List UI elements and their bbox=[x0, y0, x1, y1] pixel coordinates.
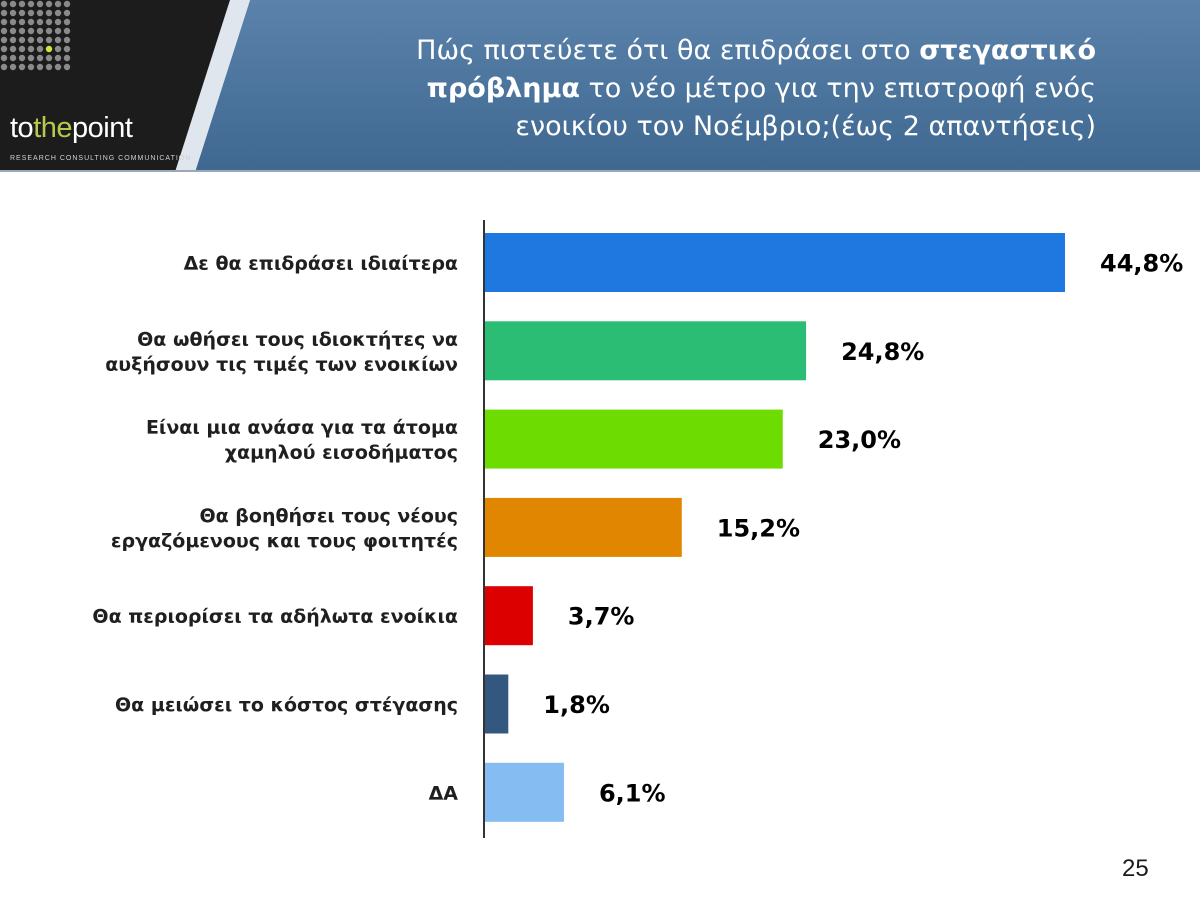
bar-2 bbox=[485, 409, 783, 469]
logo-dot bbox=[45, 54, 53, 62]
value-label-1: 24,8% bbox=[841, 338, 924, 366]
logo-dot bbox=[45, 18, 53, 26]
logo-dot bbox=[54, 36, 62, 44]
logo-dot bbox=[9, 27, 17, 35]
logo-dot bbox=[54, 63, 62, 71]
bar-6 bbox=[485, 762, 564, 822]
logo-dot bbox=[9, 63, 17, 71]
logo-dot bbox=[63, 54, 71, 62]
logo-dot bbox=[27, 63, 35, 71]
category-label-3: Θα βοηθήσει τους νέους εργαζόμενους και τ… bbox=[111, 505, 458, 552]
logo-dot bbox=[0, 36, 8, 44]
category-label-1: Θα ωθήσει τους ιδιοκτήτες να αυξήσουν τις… bbox=[105, 328, 458, 375]
logo-dot bbox=[36, 54, 44, 62]
logo-dot bbox=[63, 0, 71, 8]
logo-dot-grid-icon bbox=[0, 0, 71, 71]
logo-dot bbox=[36, 45, 44, 53]
logo-dot bbox=[54, 9, 62, 17]
logo-dot bbox=[54, 45, 62, 53]
logo-dot bbox=[18, 45, 26, 53]
header-banner: tothepoint RESEARCH CONSULTING COMMUNICA… bbox=[0, 0, 1200, 172]
logo-dot bbox=[63, 36, 71, 44]
logo-dot bbox=[45, 27, 53, 35]
logo-dot bbox=[63, 45, 71, 53]
logo-dot bbox=[45, 63, 53, 71]
page-title: Πώς πιστεύετε ότι θα επιδράσει στο στεγα… bbox=[416, 35, 1096, 142]
logo-dot bbox=[0, 9, 8, 17]
logo-dot bbox=[45, 0, 53, 8]
logo-dot bbox=[54, 18, 62, 26]
logo-dot bbox=[45, 9, 53, 17]
logo-dot bbox=[18, 63, 26, 71]
logo-dot bbox=[27, 45, 35, 53]
category-label-5: Θα μειώσει το κόστος στέγασης bbox=[115, 694, 458, 716]
logo-dot bbox=[18, 9, 26, 17]
value-label-4: 3,7% bbox=[568, 603, 635, 631]
logo-accent-dot bbox=[45, 45, 53, 53]
value-label-3: 15,2% bbox=[717, 514, 800, 542]
logo-dot bbox=[36, 36, 44, 44]
brand-tagline: RESEARCH CONSULTING COMMUNICATION bbox=[10, 155, 192, 162]
logo-dot bbox=[36, 63, 44, 71]
bar-3 bbox=[485, 497, 682, 557]
bar-4 bbox=[485, 586, 533, 646]
logo-dot bbox=[63, 27, 71, 35]
category-label-6: ΔΑ bbox=[429, 782, 459, 804]
logo-dot bbox=[27, 36, 35, 44]
logo-dot bbox=[0, 54, 8, 62]
value-label-2: 23,0% bbox=[818, 426, 901, 454]
value-label-6: 6,1% bbox=[599, 779, 666, 807]
logo-dot bbox=[0, 63, 8, 71]
logo-dot bbox=[9, 45, 17, 53]
category-label-4: Θα περιορίσει τα αδήλωτα ενοίκια bbox=[92, 606, 458, 628]
category-label-2: Είναι μια ανάσα για τα άτομα χαμηλού εισο… bbox=[146, 417, 458, 464]
bar-1 bbox=[485, 321, 807, 381]
logo-dot bbox=[54, 54, 62, 62]
logo-dot bbox=[36, 0, 44, 8]
logo-dot bbox=[27, 9, 35, 17]
category-label-0: Δε θα επιδράσει ιδιαίτερα bbox=[184, 253, 458, 275]
logo-dot bbox=[0, 0, 8, 8]
logo-dot bbox=[9, 9, 17, 17]
logo-dot bbox=[18, 18, 26, 26]
logo-dot bbox=[27, 54, 35, 62]
logo-dot bbox=[9, 18, 17, 26]
logo-dot bbox=[63, 9, 71, 17]
logo-dot bbox=[0, 18, 8, 26]
logo-dot bbox=[18, 36, 26, 44]
logo-dot bbox=[18, 54, 26, 62]
brand-logo: tothepoint bbox=[10, 112, 133, 144]
title-bar bbox=[195, 0, 1200, 172]
logo-dot bbox=[9, 0, 17, 8]
logo-dot bbox=[45, 36, 53, 44]
logo-dot bbox=[9, 36, 17, 44]
logo-dot bbox=[18, 0, 26, 8]
logo-dot bbox=[27, 27, 35, 35]
bar-chart: 44,8% Δε θα επιδράσει ιδιαίτερα 24,8% Θα ωθ… bbox=[92, 220, 1183, 838]
logo-dot bbox=[27, 18, 35, 26]
value-label-5: 1,8% bbox=[543, 691, 610, 719]
logo-dot bbox=[63, 18, 71, 26]
logo-dot bbox=[36, 27, 44, 35]
logo-dot bbox=[27, 0, 35, 8]
logo-dot bbox=[0, 27, 8, 35]
logo-dot bbox=[18, 27, 26, 35]
logo-dot bbox=[36, 9, 44, 17]
page-number: 25 bbox=[1122, 855, 1149, 882]
logo-dot bbox=[54, 27, 62, 35]
logo-dot bbox=[63, 63, 71, 71]
logo-dot bbox=[54, 0, 62, 8]
logo-dot bbox=[36, 18, 44, 26]
logo-dot bbox=[9, 54, 17, 62]
bar-0 bbox=[485, 233, 1065, 292]
header-stripe bbox=[175, 0, 250, 172]
bar-5 bbox=[485, 674, 509, 734]
logo-dot bbox=[0, 45, 8, 53]
value-label-0: 44,8% bbox=[1100, 250, 1183, 278]
